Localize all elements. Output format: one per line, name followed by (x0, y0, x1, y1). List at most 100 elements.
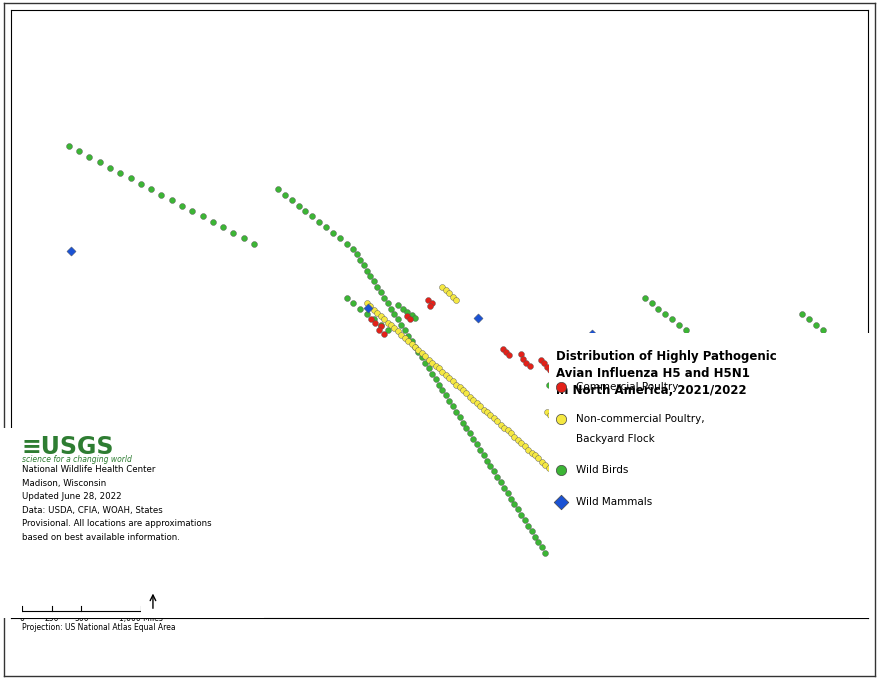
Point (535, 456, 549, 467)
Point (195, 211, 209, 222)
Point (469, 398, 483, 409)
Point (500, 488, 515, 498)
Text: Projection: US National Atlas Equal Area: Projection: US National Atlas Equal Area (22, 623, 176, 631)
Point (627, 433, 641, 443)
Point (771, 335, 785, 346)
Point (373, 287, 387, 298)
Point (305, 211, 319, 222)
Point (353, 304, 367, 314)
Point (284, 195, 299, 206)
Point (404, 339, 418, 350)
Point (615, 435, 629, 446)
Point (553, 496, 567, 507)
Point (760, 390, 774, 401)
Point (589, 407, 603, 418)
Point (678, 371, 692, 382)
Point (449, 406, 463, 417)
Point (562, 411, 576, 422)
Point (346, 244, 360, 255)
Point (486, 466, 500, 477)
Point (676, 380, 690, 391)
Point (644, 354, 658, 365)
Point (124, 173, 138, 184)
Point (606, 422, 620, 433)
Point (360, 309, 374, 320)
Point (644, 390, 658, 401)
Point (666, 371, 680, 382)
Point (227, 227, 241, 238)
Point (656, 363, 670, 373)
Point (490, 471, 504, 482)
Point (659, 371, 673, 382)
Point (366, 304, 380, 315)
Point (472, 444, 486, 455)
Point (565, 417, 579, 428)
Point (391, 326, 405, 337)
Point (432, 379, 446, 390)
Point (435, 384, 449, 395)
Point (596, 414, 610, 425)
Point (630, 435, 644, 446)
Point (425, 298, 439, 309)
Point (495, 344, 509, 354)
Point (637, 451, 651, 462)
Point (640, 445, 654, 456)
Point (370, 308, 384, 318)
Point (185, 206, 199, 217)
Point (471, 313, 485, 324)
Point (387, 323, 401, 333)
Point (572, 380, 586, 391)
Point (680, 390, 694, 401)
Point (380, 325, 394, 335)
Point (247, 238, 261, 249)
Point (620, 504, 634, 515)
Point (696, 405, 710, 416)
Text: based on best available information.: based on best available information. (22, 533, 180, 542)
Point (566, 388, 580, 399)
Point (476, 449, 490, 460)
Point (537, 547, 551, 558)
Point (428, 373, 443, 384)
Point (543, 365, 557, 376)
Point (692, 466, 706, 477)
Point (428, 361, 443, 371)
Point (92, 157, 106, 168)
Point (407, 341, 421, 352)
Point (422, 301, 436, 312)
Point (582, 390, 596, 401)
Point (680, 384, 694, 394)
Point (565, 373, 579, 384)
Point (683, 387, 697, 398)
Point (384, 304, 398, 314)
Point (463, 428, 477, 439)
Point (622, 442, 636, 453)
Point (706, 398, 720, 409)
Point (665, 422, 679, 433)
Point (366, 314, 380, 325)
Point (690, 393, 704, 404)
Point (514, 438, 528, 449)
Point (658, 560, 672, 571)
Point (822, 330, 836, 341)
Point (548, 390, 562, 401)
Point (579, 387, 593, 398)
Point (452, 382, 466, 392)
Point (544, 384, 558, 395)
Point (753, 384, 767, 395)
Point (618, 439, 632, 449)
Point (326, 227, 340, 238)
Point (421, 354, 435, 365)
Point (332, 233, 346, 244)
Point (596, 403, 610, 414)
Point (726, 520, 740, 531)
Point (380, 317, 394, 328)
Point (425, 357, 439, 368)
Point (519, 357, 533, 368)
Point (681, 449, 695, 460)
Point (531, 453, 545, 464)
Point (363, 271, 378, 282)
Point (407, 313, 421, 324)
Text: ≡USGS: ≡USGS (22, 435, 114, 458)
Point (637, 442, 651, 453)
Point (459, 422, 473, 433)
